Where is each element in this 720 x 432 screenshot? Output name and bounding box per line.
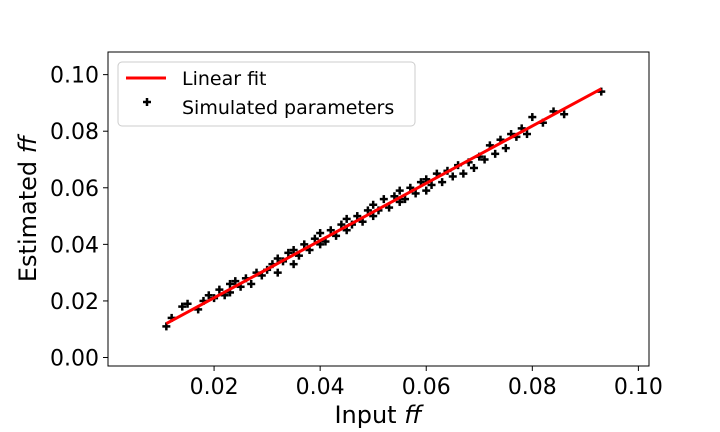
plot-content [162,87,606,331]
scatter-point [469,163,478,172]
scatter-point [379,195,388,204]
legend-plus-marker [143,98,151,106]
x-tick-label: 0.02 [190,375,239,400]
scatter-point [427,180,436,189]
legend: Linear fit Simulated parameters [117,61,416,127]
scatter-point [225,279,234,288]
scatter-point [289,246,298,255]
scatter-point [480,155,489,164]
scatter-point [183,299,192,308]
scatter-point [316,229,325,238]
scatter-point [438,178,447,187]
scatter-point [289,260,298,269]
x-tick-label: 0.04 [296,375,345,400]
x-tick-label: 0.10 [614,375,663,400]
scatter-point [422,186,431,195]
legend-box [117,61,416,127]
y-tick-label: 0.00 [50,347,99,372]
x-axis-label-text: Input [334,401,396,429]
y-tick-label: 0.04 [50,233,99,258]
scatter-point [162,322,171,331]
scatter-point [501,144,510,153]
axis-ticks: 0.02 0.04 0.06 0.08 0.10 0.00 0.02 0.04 0.06 0.08… [50,64,663,400]
scatter-point [353,212,362,221]
scatter-point [204,291,213,300]
scatter-point [448,172,457,181]
legend-label-linear-fit: Linear fit [182,68,267,90]
scatter-point [284,248,293,257]
scatter-point [178,302,187,311]
x-tick-label: 0.08 [508,375,557,400]
scatter-point [411,189,420,198]
x-axis-label: Input ff [334,401,424,429]
scatter-point [247,279,256,288]
scatter-point [560,110,569,119]
scatter-point [326,226,335,235]
scatter-point [273,268,282,277]
y-axis-label-var: ff [14,133,42,153]
plot-frame [107,51,650,367]
scatter-point [491,149,500,158]
y-tick-label: 0.08 [50,120,99,145]
scatter-point [273,254,282,263]
scatter-point [369,200,378,209]
x-axis-label-var: ff [404,401,424,429]
scatter-point [215,285,224,294]
scatter-point [300,240,309,249]
scatter-point [395,186,404,195]
scatter-point [459,169,468,178]
scatter-point [342,214,351,223]
scatter-point [231,277,240,286]
scatter-point [337,220,346,229]
legend-label-simulated-parameters: Simulated parameters [182,97,394,119]
scatter-point [523,130,532,139]
scatter-point [528,113,537,122]
scatter-point [310,234,319,243]
scatter-point [401,195,410,204]
y-axis-label-text: Estimated [14,161,42,282]
y-tick-label: 0.02 [50,290,99,315]
x-tick-label: 0.06 [402,375,451,400]
y-tick-label: 0.06 [50,177,99,202]
y-tick-label: 0.10 [50,64,99,89]
y-axis-label: Estimated ff [14,133,42,282]
linear-fit-line [165,87,602,325]
